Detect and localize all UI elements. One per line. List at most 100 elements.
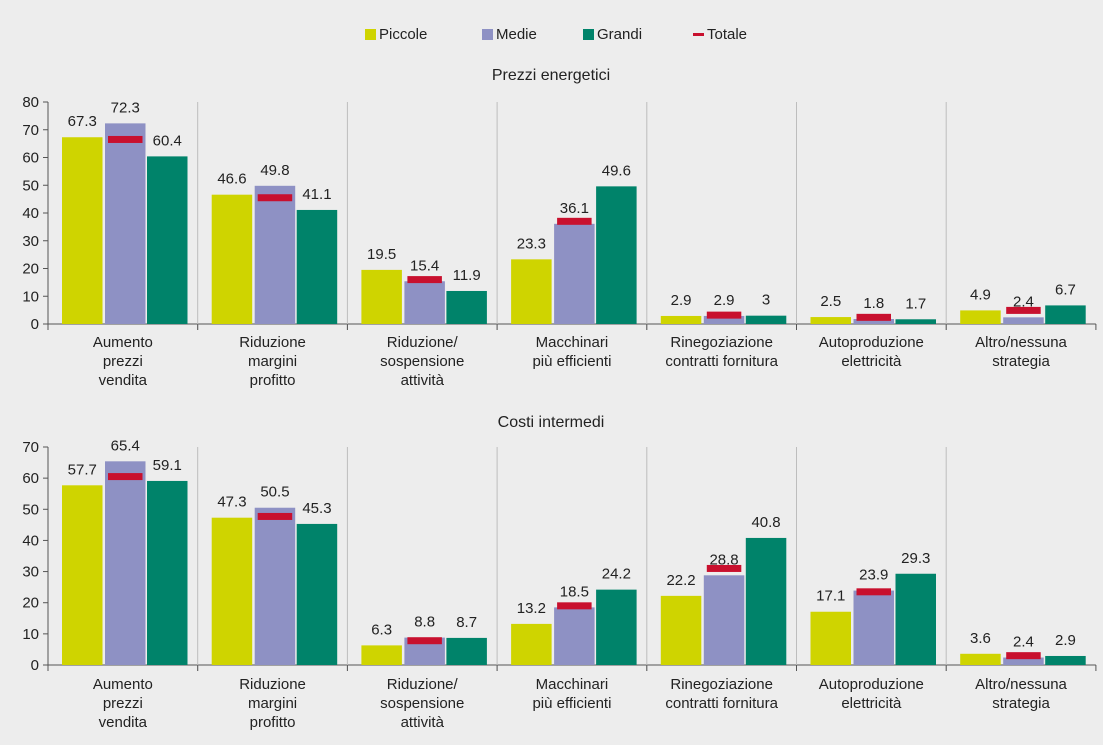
panel-2-marker-totale: [557, 602, 592, 610]
panel-2-marker-totale: [257, 512, 293, 520]
panel-2-category-label: Riduzione/: [387, 676, 459, 693]
panel-2-marker-totale: [1006, 652, 1041, 660]
panel-1-value-label-piccole: 67.3: [68, 113, 97, 130]
panel-2-category-label: attività: [401, 714, 445, 731]
panel-2-bar-piccole: [361, 645, 402, 665]
panel-2-value-label-piccole: 22.2: [666, 572, 695, 589]
panel-1-bar-grandi: [446, 290, 487, 324]
panel-2-category-label: prezzi: [103, 695, 143, 712]
panel-1-bar-piccole: [810, 317, 851, 324]
panel-1-marker-totale: [257, 194, 293, 202]
panel-1-bar-medie: [404, 281, 445, 324]
panel-1-y-tick-label: 30: [22, 233, 39, 250]
panel-2-marker-totale: [108, 473, 143, 481]
panel-2-category-label: sospensione: [380, 695, 464, 712]
panel-2-category-label: profitto: [250, 714, 296, 731]
panel-2-value-label-medie: 2.4: [1013, 634, 1034, 651]
panel-2-value-label-piccole: 57.7: [68, 461, 97, 478]
panel-2-category-label: strategia: [992, 695, 1050, 712]
panel-1-category-label: margini: [248, 353, 297, 370]
panel-1-value-label-grandi: 3: [762, 292, 770, 309]
panel-1-bar-piccole: [660, 315, 702, 324]
panel-1-bar-medie: [554, 223, 595, 324]
panel-2-value-label-piccole: 17.1: [816, 588, 845, 605]
panel-1-category-label: profitto: [250, 372, 296, 389]
panel-2-category-label: Rinegoziazione: [670, 676, 773, 693]
panel-1-value-label-piccole: 4.9: [970, 286, 991, 303]
panel-1-value-label-medie: 36.1: [560, 200, 589, 217]
panel-1-bar-grandi: [147, 156, 188, 324]
panel-1-value-label-grandi: 49.6: [602, 162, 631, 179]
panel-1-category-label: più efficienti: [532, 353, 611, 370]
panel-2-y-tick-label: 40: [22, 532, 39, 549]
panel-2-marker-totale: [706, 564, 742, 572]
panel-2-category-label: elettricità: [841, 695, 902, 712]
panel-1-bar-medie: [853, 319, 894, 324]
panel-1-bar-grandi: [296, 209, 338, 324]
panel-1-value-label-piccole: 46.6: [217, 171, 246, 188]
panel-2-y-tick-label: 70: [22, 439, 39, 456]
panel-2-value-label-piccole: 6.3: [371, 621, 392, 638]
panel-2-bar-piccole: [660, 595, 702, 665]
panel-2-value-label-medie: 50.5: [260, 484, 289, 501]
panel-2-value-label-piccole: 3.6: [970, 630, 991, 647]
panel-1-value-label-piccole: 2.5: [820, 293, 841, 310]
legend-swatch-totale: [693, 33, 704, 36]
panel-1-y-tick-label: 40: [22, 205, 39, 222]
panel-2-bar-grandi: [446, 637, 487, 665]
panel-2-bar-medie: [703, 575, 745, 665]
panel-1-category-label: Riduzione/: [387, 334, 459, 351]
panel-2-category-label: Autoproduzione: [819, 676, 924, 693]
panel-1-marker-totale: [557, 217, 592, 225]
panel-1-value-label-grandi: 60.4: [153, 132, 182, 149]
legend-label-totale: Totale: [707, 26, 747, 43]
panel-2-value-label-medie: 18.5: [560, 583, 589, 600]
panel-1-value-label-piccole: 23.3: [517, 235, 546, 252]
panel-2-bar-piccole: [62, 485, 103, 665]
panel-1-bar-grandi: [895, 319, 936, 324]
panel-1-bar-grandi: [1045, 305, 1086, 324]
panel-2-category-label: Altro/nessuna: [975, 676, 1067, 693]
panel-2-bar-grandi: [745, 537, 787, 665]
panel-1-bar-piccole: [361, 269, 402, 324]
panel-2-value-label-medie: 8.8: [414, 614, 435, 631]
panel-2-value-label-grandi: 45.3: [302, 500, 331, 517]
panel-1-category-label: Riduzione: [239, 334, 306, 351]
panel-1-marker-totale: [108, 135, 143, 143]
panel-1-value-label-grandi: 1.7: [905, 295, 926, 312]
panel-2-bar-grandi: [895, 573, 936, 665]
panel-1-y-tick-label: 70: [22, 122, 39, 139]
legend-swatch-piccole: [365, 29, 376, 40]
panel-2-value-label-grandi: 24.2: [602, 566, 631, 583]
panel-2-value-label-medie: 23.9: [859, 567, 888, 584]
panel-1-value-label-medie: 72.3: [111, 99, 140, 116]
panel-2-title: Costi intermedi: [498, 414, 605, 431]
panel-2-y-tick-label: 30: [22, 564, 39, 581]
panel-1-bar-piccole: [511, 259, 552, 324]
panel-1-value-label-medie: 2.4: [1013, 293, 1034, 310]
panel-2-bar-grandi: [147, 480, 188, 665]
panel-1-value-label-medie: 1.8: [863, 295, 884, 312]
panel-1-marker-totale: [1006, 306, 1041, 314]
panel-2-value-label-medie: 65.4: [111, 437, 140, 454]
panel-2-value-label-piccole: 13.2: [517, 600, 546, 617]
panel-1-y-tick-label: 20: [22, 261, 39, 278]
panel-2-bar-piccole: [511, 623, 552, 665]
legend-label-piccole: Piccole: [379, 26, 427, 43]
panel-1-y-tick-label: 0: [31, 316, 39, 333]
panel-1-category-label: contratti fornitura: [665, 353, 778, 370]
panel-1-value-label-grandi: 41.1: [302, 186, 331, 203]
panel-1-value-label-medie: 2.9: [714, 292, 735, 309]
panel-1-title: Prezzi energetici: [492, 67, 610, 84]
panel-1-category-label: vendita: [99, 372, 148, 389]
panel-2-category-label: più efficienti: [532, 695, 611, 712]
panel-2-value-label-grandi: 40.8: [751, 514, 780, 531]
panel-2-y-tick-label: 50: [22, 501, 39, 518]
panel-2-y-tick-label: 10: [22, 626, 39, 643]
panel-2-value-label-grandi: 2.9: [1055, 632, 1076, 649]
panel-2-bar-medie: [1003, 657, 1044, 665]
panel-2-category-label: contratti fornitura: [665, 695, 778, 712]
panel-1-category-label: Autoproduzione: [819, 334, 924, 351]
